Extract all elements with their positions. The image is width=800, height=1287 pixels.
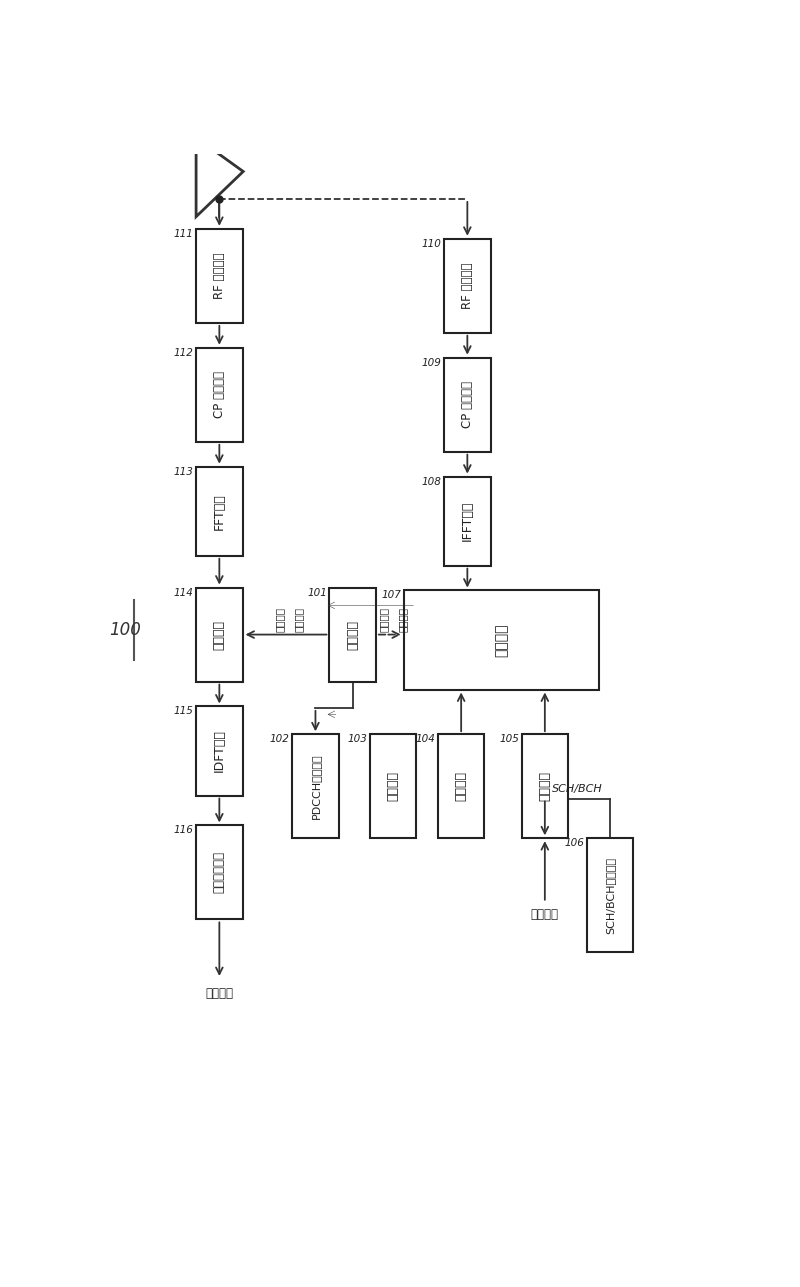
FancyBboxPatch shape	[522, 734, 568, 838]
Text: 分配信息: 分配信息	[294, 606, 303, 632]
Text: 接收单元: 接收单元	[213, 619, 226, 650]
Text: 110: 110	[422, 238, 442, 248]
Text: 接收数据: 接收数据	[206, 987, 234, 1000]
Text: 上行资源: 上行资源	[275, 606, 285, 632]
FancyBboxPatch shape	[444, 476, 490, 566]
FancyBboxPatch shape	[586, 838, 634, 952]
Text: CP 去除单元: CP 去除单元	[213, 371, 226, 418]
Text: 111: 111	[174, 229, 194, 239]
FancyBboxPatch shape	[444, 238, 490, 333]
Text: SCH/BCH生成单元: SCH/BCH生成单元	[605, 857, 615, 933]
FancyBboxPatch shape	[196, 825, 242, 919]
Text: 控制单元: 控制单元	[346, 619, 359, 650]
Text: 100: 100	[109, 622, 141, 640]
FancyBboxPatch shape	[196, 467, 242, 556]
Text: 108: 108	[422, 476, 442, 486]
FancyBboxPatch shape	[196, 707, 242, 795]
Text: 103: 103	[347, 734, 367, 744]
Text: 106: 106	[564, 838, 584, 848]
Text: 107: 107	[382, 591, 402, 601]
Text: 调制单元: 调制单元	[454, 771, 468, 802]
Text: RF 发送单元: RF 发送单元	[461, 263, 474, 309]
Text: FFT单元: FFT单元	[213, 493, 226, 529]
Text: 113: 113	[174, 467, 194, 476]
Text: 114: 114	[174, 587, 194, 597]
FancyBboxPatch shape	[196, 229, 242, 323]
Text: 调制单元: 调制单元	[538, 771, 551, 802]
FancyBboxPatch shape	[444, 358, 490, 452]
Text: 分配信息: 分配信息	[398, 606, 407, 632]
FancyBboxPatch shape	[370, 734, 416, 838]
FancyBboxPatch shape	[292, 734, 338, 838]
Text: 115: 115	[174, 707, 194, 717]
Text: SCH/BCH: SCH/BCH	[552, 784, 602, 794]
FancyBboxPatch shape	[196, 347, 242, 441]
Text: 112: 112	[174, 347, 194, 358]
Text: 数据接收单元: 数据接收单元	[213, 852, 226, 893]
Text: 102: 102	[270, 734, 290, 744]
Text: 105: 105	[499, 734, 519, 744]
Text: CP 附加单元: CP 附加单元	[461, 381, 474, 429]
FancyBboxPatch shape	[404, 591, 599, 690]
Text: IFFT单元: IFFT单元	[461, 501, 474, 542]
Text: 填充单元: 填充单元	[386, 771, 399, 802]
FancyBboxPatch shape	[196, 587, 242, 682]
Text: IDFT单元: IDFT单元	[213, 730, 226, 772]
Text: 109: 109	[422, 358, 442, 368]
FancyBboxPatch shape	[438, 734, 485, 838]
FancyBboxPatch shape	[330, 587, 376, 682]
Text: PDCCH生成单元: PDCCH生成单元	[310, 753, 321, 819]
Text: 发送数据: 发送数据	[531, 907, 559, 920]
Text: 104: 104	[415, 734, 435, 744]
Text: 101: 101	[307, 587, 327, 597]
Text: 116: 116	[174, 825, 194, 835]
Text: 下行资源: 下行资源	[378, 606, 389, 632]
Text: 复用单元: 复用单元	[494, 623, 509, 656]
Text: RF 接收单元: RF 接收单元	[213, 252, 226, 299]
